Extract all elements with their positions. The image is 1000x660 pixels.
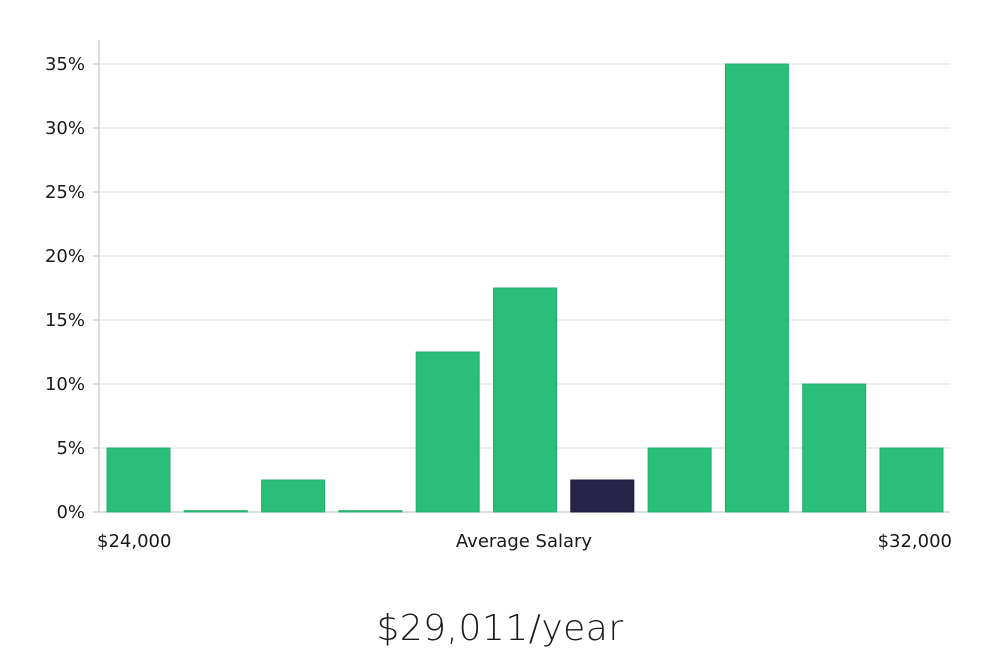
y-tick-label: 35%	[45, 54, 85, 75]
bar	[802, 383, 867, 513]
x-axis-max-label: $32,000	[878, 531, 952, 552]
y-tick-label: 25%	[45, 182, 85, 203]
x-axis-min-label: $24,000	[97, 531, 171, 552]
bar	[261, 479, 326, 513]
bar	[106, 447, 171, 513]
y-tick-label: 5%	[56, 438, 85, 459]
y-tick-label: 15%	[45, 310, 85, 331]
bar	[879, 447, 944, 513]
bar	[724, 63, 789, 513]
x-axis-title: Average Salary	[456, 531, 593, 552]
y-tick-label: 0%	[56, 502, 85, 523]
bar	[493, 287, 557, 513]
average-salary-value: $29,011/year	[376, 608, 624, 649]
y-tick-label: 30%	[45, 118, 85, 139]
bar-highlighted	[570, 479, 635, 513]
bar	[415, 351, 480, 513]
salary-histogram-chart: 0% 5% 10% 15% 20% 25% 30% 35% $24,000 Average S…	[45, 40, 952, 552]
bar	[647, 447, 712, 513]
bar	[338, 510, 403, 513]
y-tick-label: 10%	[45, 374, 85, 395]
bars	[106, 63, 944, 513]
bar	[183, 510, 248, 513]
y-tick-label: 20%	[45, 246, 85, 267]
y-axis-ticks: 0% 5% 10% 15% 20% 25% 30% 35%	[45, 54, 99, 523]
